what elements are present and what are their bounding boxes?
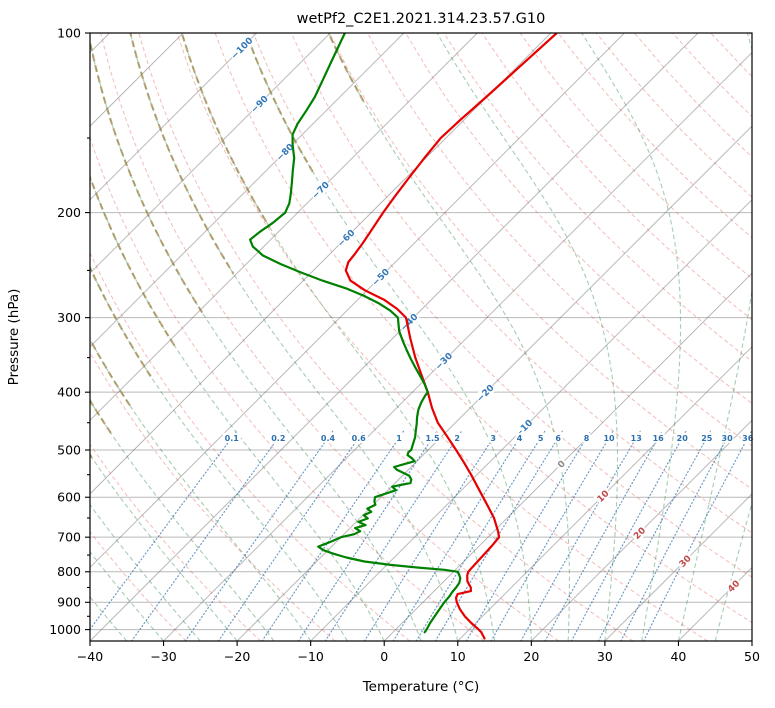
cold-adiabat-overlay-lines — [90, 33, 420, 460]
mixing-ratio-label: 10 — [602, 432, 616, 443]
svg-text:2: 2 — [454, 434, 460, 443]
svg-text:40: 40 — [726, 579, 742, 595]
mixing-ratio-label: 30 — [720, 432, 734, 443]
y-tick-label: 300 — [57, 310, 81, 325]
svg-text:−90: −90 — [249, 94, 270, 115]
x-tick-label: 10 — [450, 649, 466, 664]
pressure-gridlines — [90, 32, 752, 631]
svg-text:8: 8 — [584, 434, 590, 443]
y-tick-label: 800 — [57, 564, 81, 579]
mixing-ratio-label: 1.5 — [423, 432, 442, 443]
x-tick-label: 30 — [597, 649, 613, 664]
svg-text:0: 0 — [556, 459, 568, 471]
axis-tick-labels: −40 −30 −20 −10 0 10 20 30 40 5010020030040050060… — [49, 25, 760, 664]
svg-text:4: 4 — [517, 434, 523, 443]
moist-adiabat-lines — [90, 33, 752, 641]
temperature-curve — [344, 33, 558, 640]
mixing-ratio-label: 5 — [536, 432, 545, 443]
svg-text:0.2: 0.2 — [271, 434, 285, 443]
svg-text:13: 13 — [631, 434, 642, 443]
svg-text:−50: −50 — [371, 267, 392, 288]
y-tick-label: 1000 — [49, 622, 81, 637]
mixing-ratio-label: 36 — [741, 432, 755, 443]
svg-text:−20: −20 — [475, 383, 496, 404]
mixing-ratio-label: 0.2 — [269, 432, 288, 443]
dewpoint-curve — [249, 33, 462, 634]
dry-adiabat-lines — [90, 33, 752, 641]
mixing-ratio-label: 4 — [515, 432, 524, 443]
y-tick-label: 200 — [57, 205, 81, 220]
y-axis-label: Pressure (hPa) — [6, 289, 22, 386]
mixing-ratio-label: 25 — [700, 432, 714, 443]
x-tick-label: −20 — [224, 649, 250, 664]
mixing-ratio-value-labels: 0.1 0.2 0.4 0.6 1 1.5 2 3 4 5 6 8 10 13 16 20 25 30 36 — [222, 432, 755, 443]
svg-text:10: 10 — [603, 434, 615, 443]
svg-text:6: 6 — [555, 434, 561, 443]
svg-text:30: 30 — [678, 554, 694, 570]
plot-border — [89, 32, 753, 642]
x-tick-label: 50 — [744, 649, 760, 664]
svg-text:25: 25 — [701, 434, 713, 443]
x-tick-label: −30 — [150, 649, 176, 664]
y-tick-label: 600 — [57, 490, 81, 505]
y-tick-label: 100 — [57, 25, 81, 40]
mixing-ratio-label: 0.6 — [349, 432, 368, 443]
svg-text:0.6: 0.6 — [352, 434, 367, 443]
x-tick-label: 0 — [380, 649, 388, 664]
x-tick-label: 20 — [523, 649, 539, 664]
y-tick-label: 500 — [57, 442, 81, 457]
svg-text:0.1: 0.1 — [225, 434, 240, 443]
svg-text:1: 1 — [396, 434, 402, 443]
isotherm-lines — [90, 33, 752, 641]
mixing-ratio-lines — [90, 430, 752, 641]
isotherm-label: 0 — [553, 456, 569, 472]
mixing-ratio-label: 16 — [651, 432, 665, 443]
svg-text:5: 5 — [538, 434, 544, 443]
y-tick-label: 700 — [57, 529, 81, 544]
svg-text:−60: −60 — [336, 228, 357, 249]
mixing-ratio-label: 6 — [554, 432, 563, 443]
mixing-ratio-label: 3 — [489, 432, 498, 443]
mixing-ratio-label: 8 — [582, 432, 591, 443]
svg-text:3: 3 — [490, 434, 496, 443]
mixing-ratio-label: 1 — [395, 432, 404, 443]
x-tick-label: 40 — [670, 649, 686, 664]
axis-ticks — [85, 32, 753, 646]
mixing-ratio-label: 0.1 — [222, 432, 241, 443]
mixing-ratio-label: 13 — [629, 432, 643, 443]
x-tick-label: −40 — [77, 649, 103, 664]
mixing-ratio-label: 20 — [675, 432, 689, 443]
sounding-curves — [249, 33, 558, 640]
mixing-ratio-label: 2 — [453, 432, 462, 443]
svg-text:20: 20 — [632, 526, 648, 542]
chart-title: wetPf2_C2E1.2021.314.23.57.G10 — [297, 11, 546, 27]
svg-text:30: 30 — [722, 434, 734, 443]
svg-text:36: 36 — [742, 434, 754, 443]
y-tick-label: 400 — [57, 384, 81, 399]
svg-text:20: 20 — [677, 434, 689, 443]
svg-text:0.4: 0.4 — [321, 434, 336, 443]
svg-text:16: 16 — [653, 434, 665, 443]
mixing-ratio-label: 0.4 — [319, 432, 338, 443]
x-tick-label: −10 — [297, 649, 323, 664]
x-axis-label: Temperature (°C) — [362, 679, 480, 695]
svg-text:1.5: 1.5 — [425, 434, 440, 443]
svg-text:−30: −30 — [434, 351, 455, 372]
y-tick-label: 900 — [57, 595, 81, 610]
